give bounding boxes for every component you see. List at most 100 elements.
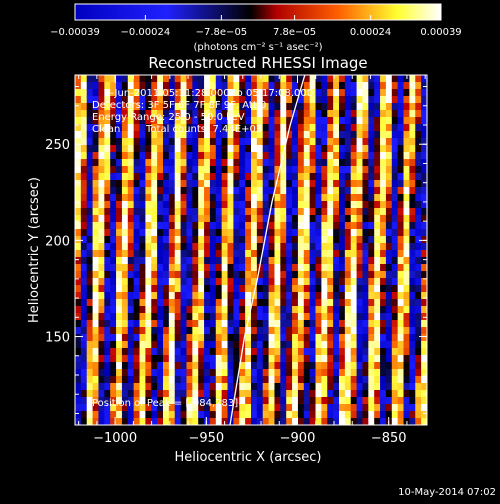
- heatmap-cell: [268, 355, 276, 363]
- heatmap-cell: [350, 341, 358, 349]
- heatmap-cell: [86, 243, 94, 251]
- heatmap-cell: [303, 383, 311, 391]
- heatmap-cell: [356, 187, 364, 195]
- heatmap-cell: [133, 285, 141, 293]
- heatmap-cell: [297, 180, 305, 188]
- heatmap-cell: [168, 376, 176, 384]
- heatmap-cell: [297, 89, 305, 97]
- heatmap-cell: [397, 411, 405, 419]
- heatmap-cell: [157, 75, 164, 83]
- heatmap-cell: [215, 285, 223, 293]
- heatmap-cell: [75, 82, 82, 90]
- heatmap-cell: [280, 320, 287, 328]
- heatmap-cell: [86, 250, 94, 258]
- heatmap-cell: [356, 390, 364, 398]
- heatmap-cell: [327, 89, 334, 97]
- heatmap-cell: [204, 292, 211, 300]
- heatmap-cell: [350, 96, 358, 104]
- heatmap-cell: [251, 306, 258, 314]
- heatmap-cell: [380, 236, 387, 244]
- heatmap-cell: [339, 243, 346, 251]
- heatmap-cell: [174, 278, 182, 286]
- heatmap-cell: [121, 362, 129, 370]
- heatmap-cell: [92, 341, 100, 349]
- y-tick-label: 150: [45, 331, 70, 346]
- heatmap-cell: [309, 145, 317, 153]
- heatmap-cell: [163, 397, 170, 405]
- heatmap-cell: [362, 208, 369, 216]
- heatmap-cell: [344, 390, 352, 398]
- heatmap-cell: [268, 341, 276, 349]
- heatmap-cell: [180, 110, 188, 118]
- heatmap-cell: [110, 131, 117, 139]
- heatmap-cell: [215, 292, 223, 300]
- heatmap-cell: [157, 306, 164, 314]
- heatmap-cell: [180, 145, 188, 153]
- heatmap-cell: [157, 285, 164, 293]
- heatmap-cell: [245, 404, 252, 412]
- heatmap-cell: [397, 299, 405, 307]
- heatmap-cell: [339, 208, 346, 216]
- heatmap-cell: [145, 159, 152, 167]
- heatmap-cell: [391, 96, 399, 104]
- heatmap-cell: [385, 124, 393, 132]
- heatmap-cell: [116, 124, 123, 132]
- heatmap-cell: [139, 138, 146, 146]
- heatmap-cell: [221, 201, 229, 209]
- heatmap-cell: [409, 236, 416, 244]
- heatmap-cell: [403, 124, 410, 132]
- heatmap-cell: [233, 194, 240, 202]
- heatmap-cell: [186, 82, 193, 90]
- heatmap-cell: [333, 222, 340, 230]
- heatmap-cell: [415, 299, 422, 307]
- heatmap-cell: [180, 194, 188, 202]
- heatmap-cell: [209, 229, 217, 237]
- heatmap-cell: [251, 89, 258, 97]
- heatmap-cell: [92, 138, 100, 146]
- heatmap-cell: [139, 418, 146, 425]
- heatmap-cell: [92, 264, 100, 272]
- heatmap-cell: [409, 145, 416, 153]
- heatmap-cell: [344, 306, 352, 314]
- heatmap-cell: [180, 418, 188, 425]
- heatmap-cell: [415, 110, 422, 118]
- heatmap-cell: [174, 271, 182, 279]
- heatmap-cell: [268, 383, 276, 391]
- limb-line: [229, 75, 306, 425]
- heatmap-cell: [233, 355, 240, 363]
- heatmap-cell: [315, 145, 322, 153]
- heatmap-cell: [98, 152, 105, 160]
- heatmap-cell: [374, 271, 381, 279]
- heatmap-cell: [421, 348, 427, 356]
- heatmap-cell: [362, 369, 369, 377]
- heatmap-cell: [415, 418, 422, 425]
- heatmap-cell: [309, 124, 317, 132]
- heatmap-cell: [421, 138, 427, 146]
- heatmap-cell: [104, 166, 111, 174]
- heatmap-cell: [133, 411, 141, 419]
- heatmap-cell: [121, 306, 129, 314]
- heatmap-cell: [233, 173, 240, 181]
- heatmap-cell: [92, 131, 100, 139]
- heatmap-cell: [356, 306, 364, 314]
- heatmap-cell: [168, 152, 176, 160]
- heatmap-cell: [268, 313, 276, 321]
- heatmap-cell: [333, 362, 340, 370]
- heatmap-cell: [221, 320, 229, 328]
- heatmap-cell: [368, 383, 375, 391]
- heatmap-cell: [385, 208, 393, 216]
- heatmap-cell: [145, 418, 152, 425]
- heatmap-cell: [221, 145, 229, 153]
- heatmap-cell: [251, 271, 258, 279]
- heatmap-cell: [274, 271, 281, 279]
- heatmap-cell: [215, 229, 223, 237]
- heatmap-cell: [280, 222, 287, 230]
- heatmap-cell: [204, 229, 211, 237]
- heatmap-cell: [274, 117, 281, 125]
- heatmap-cell: [168, 334, 176, 342]
- heatmap-cell: [227, 264, 234, 272]
- heatmap-cell: [233, 250, 240, 258]
- heatmap-cell: [339, 285, 346, 293]
- heatmap-cell: [385, 404, 393, 412]
- heatmap-cell: [368, 306, 375, 314]
